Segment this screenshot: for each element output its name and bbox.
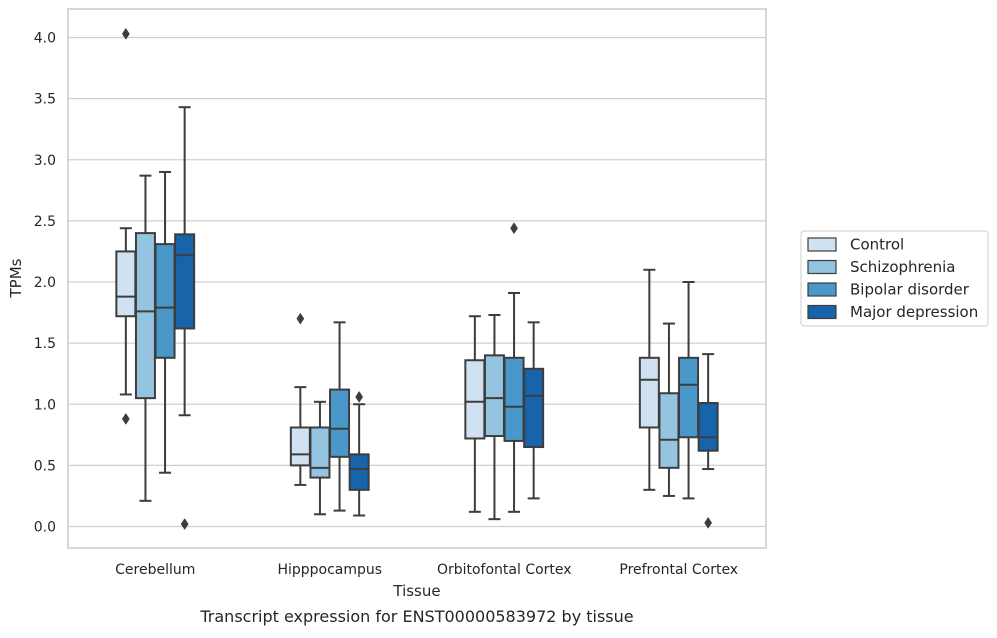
box-control <box>638 268 660 491</box>
box <box>309 426 331 479</box>
box <box>697 402 719 452</box>
legend-swatch <box>807 282 837 297</box>
box <box>483 354 505 438</box>
y-tick-label: 4.0 <box>34 31 56 47</box>
chart-caption: Transcript expression for ENST0000058397… <box>199 607 633 626</box>
outlier-point <box>180 518 189 531</box>
box-group <box>115 27 196 531</box>
box-schizophrenia <box>309 400 331 516</box>
box <box>523 367 545 449</box>
legend-item: Bipolar disorder <box>807 281 970 299</box>
x-axis-label: Tissue <box>392 582 440 600</box>
box-bipolar-disorder <box>503 222 525 513</box>
x-tick-label: Cerebellum <box>115 562 195 578</box>
y-tick-label: 3.5 <box>34 92 56 108</box>
box-control <box>115 27 137 425</box>
legend: Control Schizophrenia Bipolar disorder Majo… <box>800 230 989 327</box>
legend-swatch <box>807 259 837 275</box>
y-axis-ticks: 0.0 0.5 1.0 1.5 2.0 2.5 3.0 3.5 4.0 <box>34 31 56 536</box>
box-group <box>289 312 370 517</box>
box <box>174 233 196 330</box>
box-schizophrenia <box>658 322 680 497</box>
legend-frame <box>800 230 989 327</box>
box-groups <box>115 27 719 531</box>
box <box>658 392 680 469</box>
y-tick-label: 2.5 <box>34 214 56 230</box>
box <box>115 250 137 318</box>
legend-item: Control <box>807 236 904 254</box>
legend-item: Major depression <box>807 303 978 321</box>
box-schizophrenia <box>134 174 156 502</box>
box-bipolar-disorder <box>678 281 700 500</box>
box <box>134 232 156 400</box>
x-tick-label: Orbitofontal Cortex <box>437 562 572 578</box>
y-tick-label: 0.5 <box>34 458 56 474</box>
box-group <box>464 222 545 521</box>
y-tick-label: 1.0 <box>34 397 56 413</box>
box-control <box>464 315 486 513</box>
box-group <box>638 268 719 529</box>
box-bipolar-disorder <box>329 321 351 512</box>
box-control <box>289 312 311 486</box>
legend-item: Schizophrenia <box>807 258 955 276</box>
legend-swatch <box>807 304 837 320</box>
x-tick-label: Hipppocampus <box>277 562 382 578</box>
legend-label: Control <box>850 236 904 254</box>
y-tick-label: 2.0 <box>34 275 56 291</box>
box <box>503 356 525 442</box>
box-major-depression <box>174 106 196 531</box>
box-major-depression <box>523 321 545 500</box>
box <box>289 426 311 467</box>
legend-label: Bipolar disorder <box>850 281 970 299</box>
box <box>464 359 486 440</box>
box-major-depression <box>348 390 370 517</box>
y-axis-label: TPMs <box>7 258 25 298</box>
outlier-point <box>704 516 713 529</box>
box <box>638 356 660 429</box>
outlier-point <box>510 222 518 235</box>
box-schizophrenia <box>483 314 505 521</box>
outlier-point <box>296 312 305 325</box>
box <box>329 388 351 458</box>
outlier-point <box>355 390 364 403</box>
outlier-point <box>121 412 130 425</box>
legend-swatch <box>807 237 837 252</box>
outlier-point <box>121 27 130 40</box>
y-tick-label: 0.0 <box>34 520 56 536</box>
x-axis-ticks: Cerebellum Hipppocampus Orbitofontal Corte… <box>115 562 738 578</box>
y-tick-label: 1.5 <box>34 336 56 352</box>
plot-frame <box>67 8 767 549</box>
box <box>348 453 370 491</box>
box-major-depression <box>697 353 719 529</box>
box <box>154 243 176 359</box>
box <box>678 356 700 439</box>
legend-label: Major depression <box>850 303 978 321</box>
y-tick-label: 3.0 <box>34 153 56 169</box>
legend-label: Schizophrenia <box>850 258 955 276</box>
x-tick-label: Prefrontal Cortex <box>619 562 738 578</box>
box-bipolar-disorder <box>154 170 176 474</box>
